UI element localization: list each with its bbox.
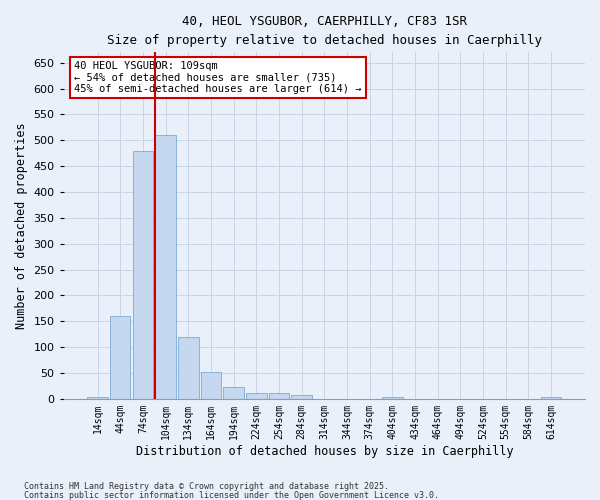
Text: 40 HEOL YSGUBOR: 109sqm
← 54% of detached houses are smaller (735)
45% of semi-d: 40 HEOL YSGUBOR: 109sqm ← 54% of detache… xyxy=(74,61,362,94)
Bar xyxy=(133,150,153,399)
Text: Contains HM Land Registry data © Crown copyright and database right 2025.: Contains HM Land Registry data © Crown c… xyxy=(24,482,389,491)
Bar xyxy=(292,394,312,399)
Text: Contains public sector information licensed under the Open Government Licence v3: Contains public sector information licen… xyxy=(24,490,439,500)
Bar xyxy=(88,398,108,399)
Y-axis label: Number of detached properties: Number of detached properties xyxy=(15,122,28,329)
Bar xyxy=(269,393,289,399)
Bar xyxy=(155,135,176,399)
Title: 40, HEOL YSGUBOR, CAERPHILLY, CF83 1SR
Size of property relative to detached hou: 40, HEOL YSGUBOR, CAERPHILLY, CF83 1SR S… xyxy=(107,15,542,47)
Bar xyxy=(178,337,199,399)
Bar xyxy=(382,398,403,399)
Bar xyxy=(201,372,221,399)
Bar xyxy=(246,392,266,399)
Bar xyxy=(541,398,562,399)
X-axis label: Distribution of detached houses by size in Caerphilly: Distribution of detached houses by size … xyxy=(136,444,513,458)
Bar xyxy=(110,316,130,399)
Bar xyxy=(223,388,244,399)
